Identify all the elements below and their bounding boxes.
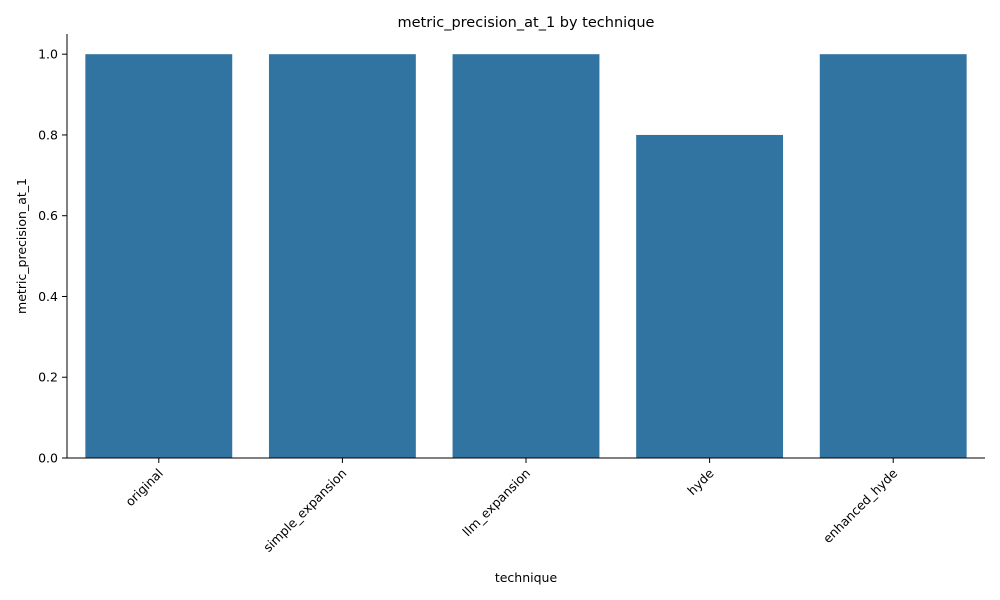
y-tick-label: 0.6 [38,208,58,223]
y-tick-label: 0.0 [38,451,58,466]
bars-group [85,54,967,458]
bar-simple-expansion [268,54,416,458]
x-axis-label: technique [495,570,558,585]
y-axis-ticks: 0.0 0.2 0.4 0.6 0.8 1.0 [38,47,67,466]
y-tick-label: 0.2 [38,370,58,385]
bar-llm-expansion [452,54,600,458]
y-tick-label: 0.4 [38,289,58,304]
bar-original [85,54,233,458]
y-tick-label: 1.0 [38,47,58,62]
y-tick-label: 0.8 [38,127,58,142]
chart-title: metric_precision_at_1 by technique [398,15,655,31]
bar-enhanced-hyde [819,54,967,458]
y-axis-label: metric_precision_at_1 [14,178,29,314]
bar-hyde [636,134,784,458]
